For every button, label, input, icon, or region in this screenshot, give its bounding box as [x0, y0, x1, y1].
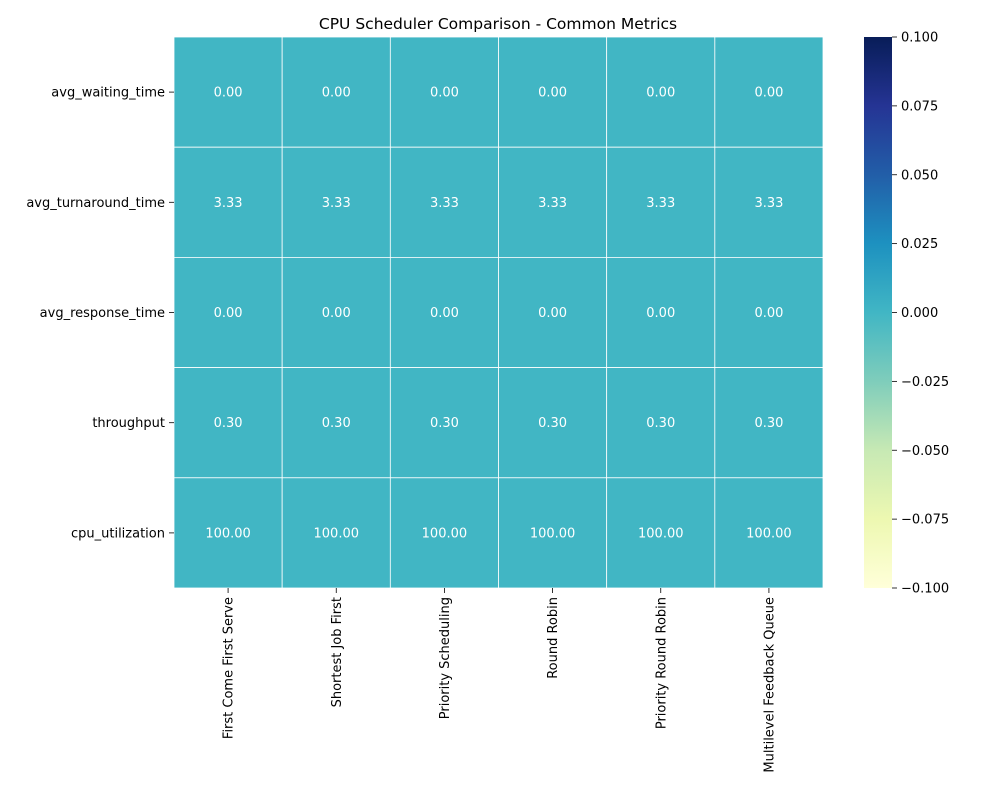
cell-value-label: 0.00 [538, 86, 567, 101]
cell-value-label: 0.30 [322, 416, 351, 431]
heatmap-cell [606, 477, 716, 589]
cell-value-label: 3.33 [646, 196, 675, 211]
heatmap-cell [714, 477, 824, 589]
cell-value-label: 0.30 [646, 416, 675, 431]
cell-value-label: 0.00 [430, 306, 459, 321]
cell-value-label: 0.00 [322, 306, 351, 321]
row-label: avg_waiting_time [51, 86, 165, 101]
heatmap-cell [173, 367, 283, 479]
heatmap-cell [606, 367, 716, 479]
colorbar-tick-label: −0.025 [901, 375, 949, 390]
colorbar: 0.100 0.075 0.050 0.025 0.000 −0.025 −0.050 −0.… [864, 31, 949, 597]
cell-value-label: 100.00 [314, 526, 360, 541]
cell-value-label: 0.30 [430, 416, 459, 431]
heatmap-cell [173, 36, 283, 148]
chart-title: CPU Scheduler Comparison - Common Metric… [319, 15, 677, 33]
cell-value-label: 0.00 [754, 306, 783, 321]
heatmap-cell [714, 256, 824, 368]
heatmap-cell-labels: 0.00 0.00 0.00 0.00 0.00 0.00 3.33 3.33 3.33 3.33… [205, 86, 791, 542]
cell-value-label: 0.00 [754, 86, 783, 101]
heatmap-cell [498, 477, 608, 589]
colorbar-tick-label: −0.100 [901, 582, 949, 597]
colorbar-tick-label: −0.075 [901, 513, 949, 528]
cell-value-label: 0.30 [754, 416, 783, 431]
cell-value-label: 100.00 [205, 526, 251, 541]
heatmap-cell [389, 256, 499, 368]
column-label: Priority Round Robin [654, 597, 669, 729]
heatmap-cell [173, 477, 283, 589]
heatmap-cell [498, 367, 608, 479]
heatmap-cell [714, 367, 824, 479]
row-label: throughput [92, 416, 165, 431]
row-label: cpu_utilization [71, 526, 165, 541]
column-label: Shortest Job First [330, 597, 345, 707]
heatmap-cell [714, 146, 824, 258]
heatmap-cell [281, 256, 391, 368]
colorbar-tick-label: 0.050 [901, 168, 938, 183]
colorbar-tick-label: 0.025 [901, 237, 938, 252]
cell-value-label: 0.00 [646, 306, 675, 321]
colorbar-tick-label: 0.000 [901, 306, 938, 321]
cell-value-label: 0.00 [646, 86, 675, 101]
cell-value-label: 0.00 [214, 306, 243, 321]
cell-value-label: 100.00 [746, 526, 792, 541]
cell-value-label: 3.33 [754, 196, 783, 211]
cell-value-label: 3.33 [538, 196, 567, 211]
cell-value-label: 100.00 [530, 526, 576, 541]
heatmap-cell [498, 146, 608, 258]
colorbar-ticks: 0.100 0.075 0.050 0.025 0.000 −0.025 −0.050 −0.… [892, 31, 949, 597]
cell-value-label: 0.30 [214, 416, 243, 431]
colorbar-tick-label: 0.075 [901, 99, 938, 114]
colorbar-tick-label: 0.100 [901, 31, 938, 46]
heatmap-cell [173, 256, 283, 368]
column-label: Round Robin [546, 597, 561, 679]
cell-value-label: 100.00 [422, 526, 468, 541]
heatmap-cell [389, 367, 499, 479]
heatmap-cell [281, 36, 391, 148]
cell-value-label: 0.00 [538, 306, 567, 321]
cell-value-label: 100.00 [638, 526, 684, 541]
row-label: avg_response_time [40, 306, 165, 321]
heatmap-cell [389, 36, 499, 148]
column-label: Multilevel Feedback Queue [762, 597, 777, 773]
colorbar-gradient [864, 37, 892, 588]
heatmap-cell [606, 256, 716, 368]
column-label: First Come First Serve [222, 597, 237, 739]
heatmap-cell [498, 256, 608, 368]
cell-value-label: 3.33 [214, 196, 243, 211]
cell-value-label: 0.00 [322, 86, 351, 101]
heatmap-cell [498, 36, 608, 148]
row-label: avg_turnaround_time [26, 196, 165, 211]
column-label: Priority Scheduling [438, 597, 453, 719]
cell-value-label: 0.00 [214, 86, 243, 101]
heatmap-cells [173, 36, 824, 589]
heatmap-cell [281, 367, 391, 479]
heatmap-cell [714, 36, 824, 148]
heatmap-cell [281, 146, 391, 258]
heatmap-cell [389, 477, 499, 589]
cell-value-label: 3.33 [322, 196, 351, 211]
cell-value-label: 0.30 [538, 416, 567, 431]
heatmap-cell [606, 36, 716, 148]
cell-value-label: 3.33 [430, 196, 459, 211]
colorbar-tick-label: −0.050 [901, 444, 949, 459]
cell-value-label: 0.00 [430, 86, 459, 101]
column-labels: First Come First Serve Shortest Job First… [222, 588, 777, 773]
row-labels: avg_waiting_time avg_turnaround_time avg_r… [26, 86, 174, 541]
